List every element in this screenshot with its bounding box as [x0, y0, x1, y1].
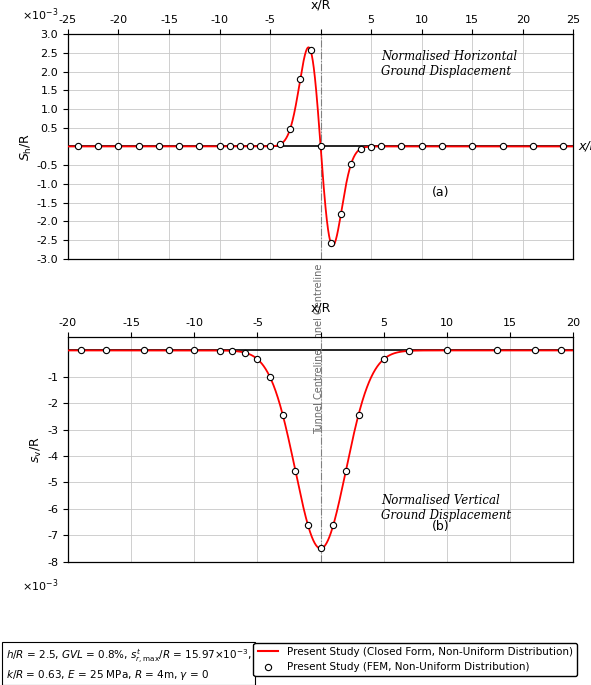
Text: Tunnel Centreline: Tunnel Centreline: [314, 263, 324, 349]
X-axis label: x/R: x/R: [310, 0, 331, 12]
Text: $\times10^{-3}$: $\times10^{-3}$: [22, 577, 59, 594]
Text: (b): (b): [432, 521, 449, 534]
Text: (a): (a): [432, 186, 449, 199]
Y-axis label: $s_\mathrm{v}$/R: $s_\mathrm{v}$/R: [29, 436, 44, 462]
Text: $h/R$ = 2.5, $GVL$ = 0.8%, $s^t_{r,\mathrm{max}}/R$ = 15.97$\times$10$^{-3}$,
$k: $h/R$ = 2.5, $GVL$ = 0.8%, $s^t_{r,\math…: [6, 647, 252, 682]
Text: Normalised Horizontal
Ground Displacement: Normalised Horizontal Ground Displacemen…: [381, 50, 517, 78]
Text: Normalised Vertical
Ground Displacement: Normalised Vertical Ground Displacement: [381, 495, 511, 523]
Text: x/R: x/R: [579, 140, 591, 153]
Text: Tunnel Centreline: Tunnel Centreline: [314, 349, 324, 434]
Legend: Present Study (Closed Form, Non-Uniform Distribution), Present Study (FEM, Non-U: Present Study (Closed Form, Non-Uniform …: [254, 643, 577, 676]
Y-axis label: $S_\mathrm{h}$/R: $S_\mathrm{h}$/R: [18, 132, 34, 160]
X-axis label: x/R: x/R: [310, 302, 331, 315]
Text: $\times10^{-3}$: $\times10^{-3}$: [22, 6, 59, 23]
